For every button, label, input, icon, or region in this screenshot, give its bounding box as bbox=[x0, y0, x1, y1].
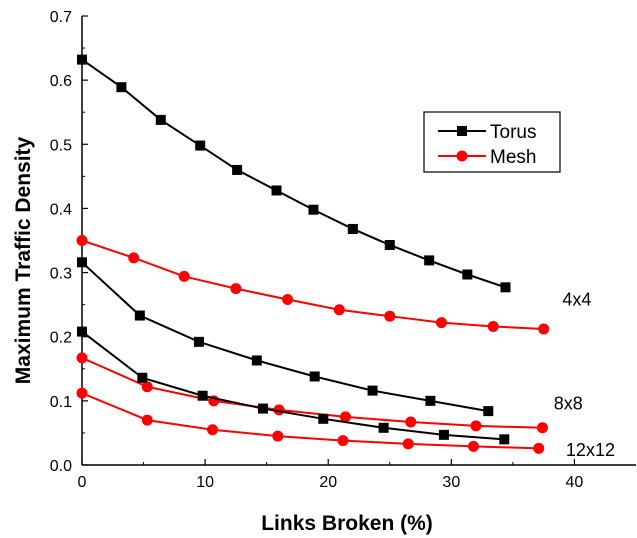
data-point bbox=[308, 204, 319, 215]
y-tick-label: 0.2 bbox=[50, 330, 72, 347]
annotation-label: 8x8 bbox=[554, 393, 583, 413]
data-point bbox=[402, 438, 414, 450]
data-point bbox=[134, 310, 145, 321]
data-point bbox=[337, 435, 349, 447]
y-tick-label: 0.4 bbox=[50, 201, 72, 218]
data-point bbox=[425, 395, 436, 406]
data-point bbox=[378, 422, 389, 433]
series-line bbox=[81, 392, 539, 450]
data-point bbox=[76, 235, 88, 246]
data-point bbox=[77, 326, 87, 337]
x-axis-title: Links Broken (%) bbox=[261, 512, 433, 535]
series-layer bbox=[76, 54, 550, 454]
data-point bbox=[77, 54, 87, 65]
y-tick-label: 0.5 bbox=[50, 137, 72, 154]
data-point bbox=[230, 283, 242, 295]
series-mesh-4x4 bbox=[76, 235, 550, 335]
plot-area: 0 10 20 30 40 0.0 0.1 0.2 0.3 0.4 0.5 0.6 0.7 bbox=[50, 9, 636, 491]
data-point bbox=[533, 442, 545, 454]
data-point bbox=[251, 355, 262, 366]
x-tick-label: 40 bbox=[566, 474, 584, 491]
data-point bbox=[141, 381, 153, 393]
data-point bbox=[76, 352, 88, 364]
x-tick-label: 0 bbox=[78, 474, 87, 491]
data-point bbox=[384, 310, 396, 322]
data-point bbox=[195, 140, 206, 151]
data-point bbox=[116, 82, 127, 93]
x-tick-label: 20 bbox=[319, 474, 337, 491]
series-torus-8x8 bbox=[77, 257, 494, 417]
data-point bbox=[499, 434, 510, 445]
data-point bbox=[272, 430, 284, 442]
data-point bbox=[384, 239, 395, 250]
data-point bbox=[318, 413, 329, 424]
data-point bbox=[405, 416, 417, 428]
data-point bbox=[193, 336, 204, 347]
data-point bbox=[467, 440, 479, 452]
data-point bbox=[141, 414, 153, 426]
series-torus-4x4 bbox=[77, 54, 511, 293]
data-point bbox=[424, 255, 435, 266]
data-point bbox=[470, 420, 482, 432]
data-point bbox=[435, 317, 447, 329]
data-point bbox=[500, 282, 511, 293]
y-tick-label: 0.0 bbox=[50, 458, 72, 475]
legend-marker bbox=[457, 126, 467, 136]
data-point bbox=[462, 269, 473, 280]
x-tick-label: 30 bbox=[442, 474, 460, 491]
series-mesh-8x8 bbox=[76, 352, 548, 434]
series-line bbox=[81, 239, 544, 331]
y-tick-label: 0.1 bbox=[50, 394, 72, 411]
data-point bbox=[197, 390, 208, 401]
x-tick-label: 10 bbox=[196, 474, 214, 491]
data-point bbox=[155, 114, 166, 125]
legend-label: Mesh bbox=[490, 147, 536, 168]
annotation-label: 4x4 bbox=[562, 290, 591, 310]
series-mesh-12x12 bbox=[76, 387, 545, 454]
data-point bbox=[538, 323, 550, 335]
data-point bbox=[282, 294, 294, 306]
legend-box bbox=[423, 111, 561, 173]
annotation-label: 12x12 bbox=[566, 440, 615, 460]
data-point bbox=[339, 411, 351, 423]
data-point bbox=[367, 385, 378, 396]
data-point bbox=[536, 422, 548, 434]
series-line bbox=[81, 330, 505, 441]
y-axis-title: Maximum Traffic Density bbox=[12, 136, 35, 384]
data-point bbox=[347, 223, 358, 234]
data-point bbox=[483, 406, 494, 417]
data-point bbox=[487, 320, 499, 332]
data-point bbox=[333, 304, 345, 316]
series-line bbox=[81, 356, 543, 429]
y-tick-label: 0.3 bbox=[50, 266, 72, 283]
data-point bbox=[438, 429, 449, 440]
data-point bbox=[232, 164, 243, 175]
series-line bbox=[81, 58, 506, 289]
series-line bbox=[81, 261, 489, 413]
data-point bbox=[257, 403, 268, 414]
data-point bbox=[271, 185, 282, 196]
data-point bbox=[128, 252, 140, 264]
y-tick-label: 0.7 bbox=[50, 9, 72, 26]
data-point bbox=[77, 257, 87, 268]
legend: Torus Mesh bbox=[423, 111, 561, 173]
data-point bbox=[206, 424, 218, 436]
y-tick-label: 0.6 bbox=[50, 73, 72, 90]
data-point bbox=[76, 387, 88, 399]
legend-label: Torus bbox=[490, 122, 536, 143]
data-point bbox=[137, 372, 148, 383]
series-torus-12x12 bbox=[77, 326, 510, 445]
data-point bbox=[309, 371, 320, 382]
data-point bbox=[178, 270, 190, 282]
annotations: 4x4 8x8 12x12 bbox=[554, 290, 615, 461]
legend-marker bbox=[456, 150, 468, 162]
